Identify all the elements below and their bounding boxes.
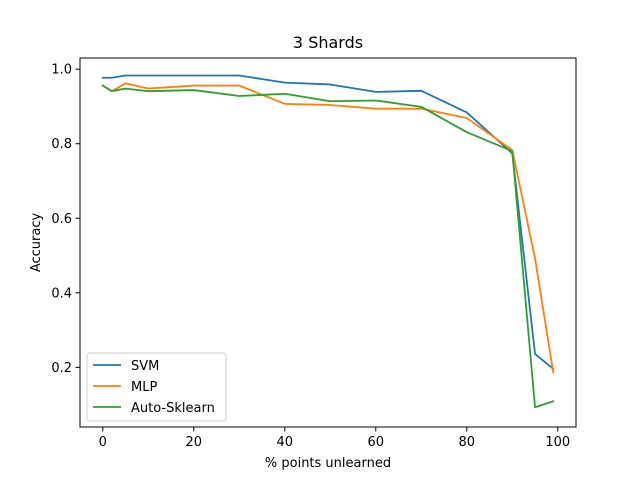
legend-label: MLP	[131, 380, 157, 395]
series-lines	[101, 74, 555, 409]
y-tick-label: 0.2	[51, 361, 72, 376]
legend-label: Auto-Sklearn	[131, 401, 215, 416]
x-axis: 0 20 40 60 80 100	[99, 427, 570, 450]
plot-area	[79, 57, 577, 428]
legend-label: SVM	[131, 359, 159, 374]
y-tick-label: 0.4	[51, 286, 72, 301]
y-tick-label: 1.0	[51, 63, 72, 78]
y-tick-label: 0.8	[51, 137, 72, 152]
x-tick-label: 100	[545, 435, 570, 450]
series-line-auto-sklearn	[101, 84, 555, 409]
y-axis: 0.2 0.4 0.6 0.8 1.0	[51, 63, 80, 376]
x-tick-label: 80	[459, 435, 476, 450]
legend-items: SVM MLP Auto-Sklearn	[93, 359, 215, 416]
x-tick-label: 0	[99, 435, 107, 450]
legend-box	[86, 352, 227, 422]
series-line-svm	[101, 74, 555, 371]
plot-frame	[79, 57, 577, 428]
x-tick-label: 40	[276, 435, 293, 450]
x-axis-label: % points unlearned	[265, 456, 391, 471]
chart-title: 3 Shards	[293, 33, 363, 52]
legend: SVM MLP Auto-Sklearn	[86, 352, 227, 422]
x-tick-label: 20	[185, 435, 202, 450]
y-axis-label: Accuracy	[29, 213, 44, 273]
y-tick-label: 0.6	[51, 212, 72, 227]
series-line-mlp	[101, 82, 555, 374]
x-tick-label: 60	[368, 435, 385, 450]
